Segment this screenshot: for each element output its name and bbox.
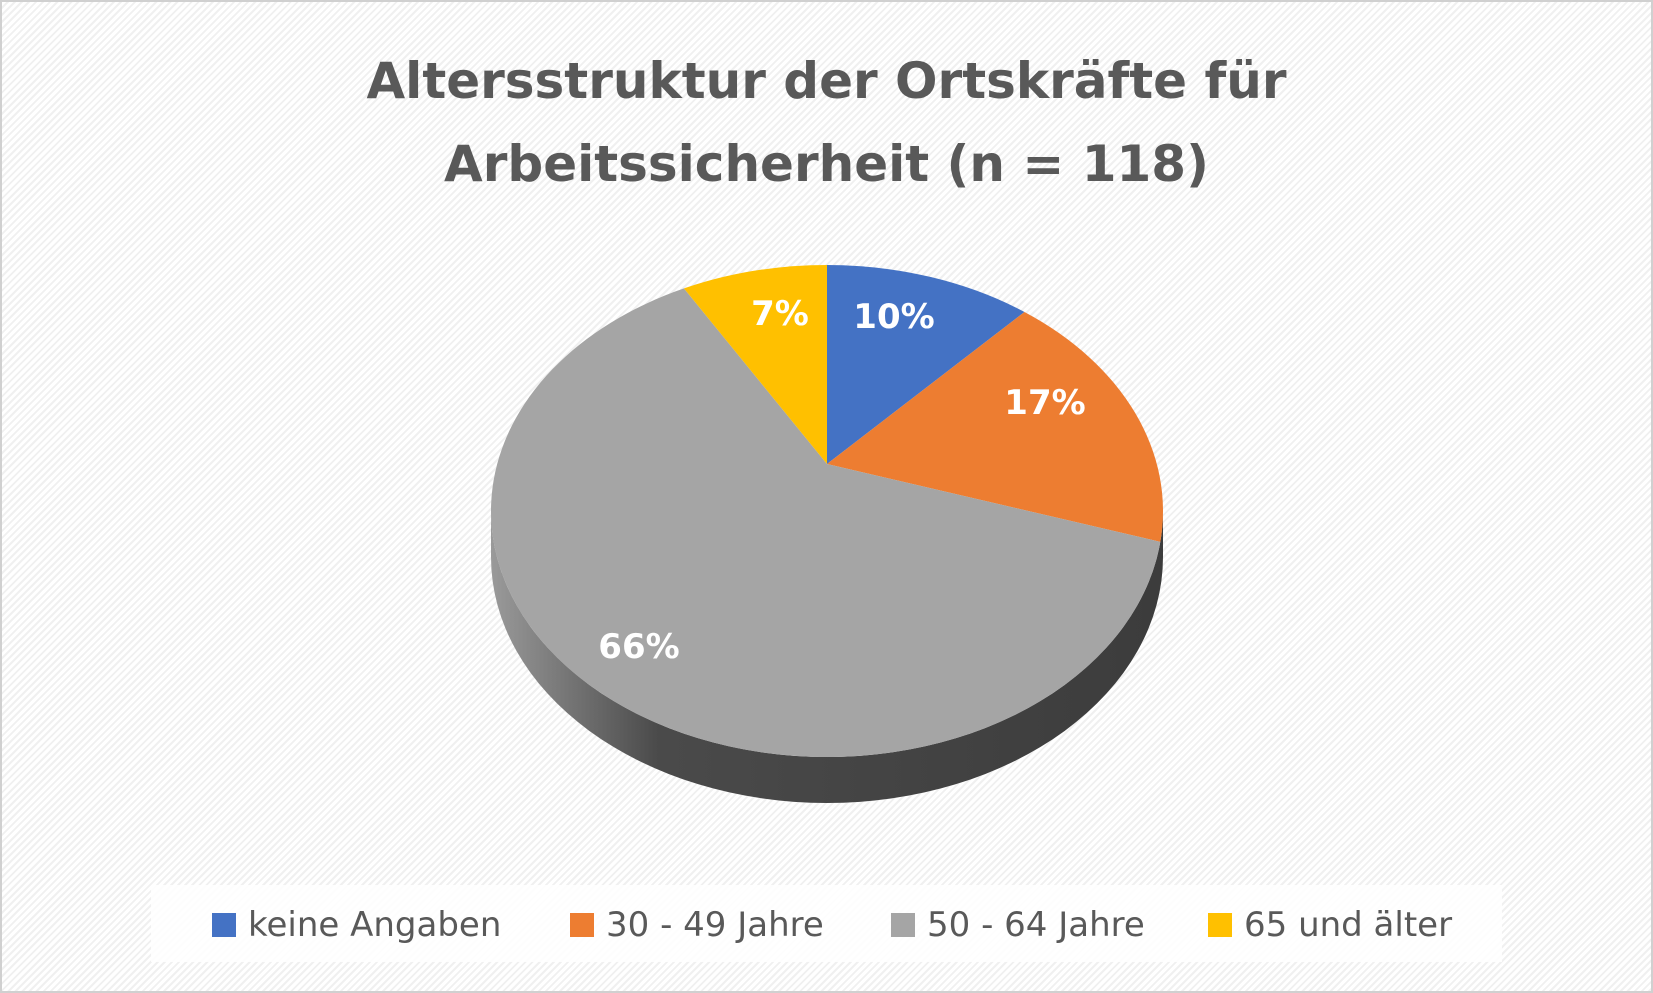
pie-side-wall: [491, 511, 1163, 803]
legend-item-keine-angaben: keine Angaben: [212, 905, 501, 945]
legend-label: 50 - 64 Jahre: [927, 905, 1145, 945]
pie-slice-2: [490, 288, 1161, 757]
data-label-1: 17%: [1004, 383, 1085, 423]
pie-slice-1: [827, 311, 1163, 542]
legend-item-50-64: 50 - 64 Jahre: [891, 905, 1145, 945]
legend-label: keine Angaben: [248, 905, 502, 945]
legend-swatch: [891, 913, 915, 937]
pie-slice-0: [827, 265, 1025, 464]
legend-label: 65 und älter: [1244, 905, 1453, 945]
legend-item-65-plus: 65 und älter: [1208, 905, 1452, 945]
chart-title-line-2: Arbeitssicherheit (n = 118): [444, 135, 1209, 193]
legend-label: 30 - 49 Jahre: [606, 905, 824, 945]
legend-item-30-49: 30 - 49 Jahre: [570, 905, 824, 945]
legend-swatch: [1208, 913, 1232, 937]
legend-swatch: [570, 913, 594, 937]
legend-swatch: [212, 913, 236, 937]
chart-title-line-1: Altersstruktur der Ortskräfte für: [366, 52, 1287, 110]
pie-slice-3: [683, 265, 827, 464]
data-label-3: 7%: [751, 294, 809, 334]
data-label-0: 10%: [853, 297, 934, 337]
data-label-2: 66%: [598, 627, 679, 667]
legend: keine Angaben 30 - 49 Jahre 50 - 64 Jahr…: [151, 885, 1502, 962]
